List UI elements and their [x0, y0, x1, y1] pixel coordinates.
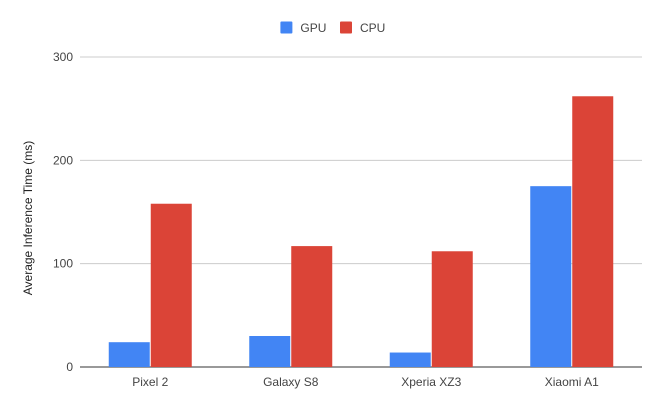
legend-label-gpu: GPU	[300, 21, 326, 35]
x-tick-label: Xiaomi A1	[545, 375, 599, 389]
y-axis-title: Average Inference Time (ms)	[21, 141, 35, 296]
legend: GPU CPU	[280, 21, 385, 35]
y-tick-label: 100	[53, 257, 73, 271]
legend-swatch-cpu	[340, 21, 352, 34]
y-tick-label: 300	[53, 50, 73, 64]
bar-gpu-galaxy-s8	[249, 336, 291, 367]
bar-gpu-xperia-xz3	[389, 352, 431, 367]
y-tick-label: 0	[66, 360, 73, 374]
x-tick-label: Galaxy S8	[263, 375, 319, 389]
legend-label-cpu: CPU	[360, 21, 385, 35]
bar-gpu-xiaomi-a1	[530, 186, 572, 367]
axes: 0 100 200 300 Pixel 2 Galaxy S8 Xperia XZ3 Xiao…	[53, 50, 599, 389]
bars	[108, 96, 614, 368]
bar-cpu-pixel-2	[150, 203, 192, 367]
x-tick-label: Xperia XZ3	[401, 375, 461, 389]
y-tick-label: 200	[53, 153, 73, 167]
bar-cpu-xiaomi-a1	[572, 96, 614, 368]
bar-gpu-pixel-2	[108, 342, 150, 367]
bar-cpu-xperia-xz3	[431, 251, 473, 367]
legend-swatch-gpu	[280, 21, 293, 34]
bar-cpu-galaxy-s8	[291, 246, 333, 367]
x-tick-label: Pixel 2	[132, 375, 168, 389]
